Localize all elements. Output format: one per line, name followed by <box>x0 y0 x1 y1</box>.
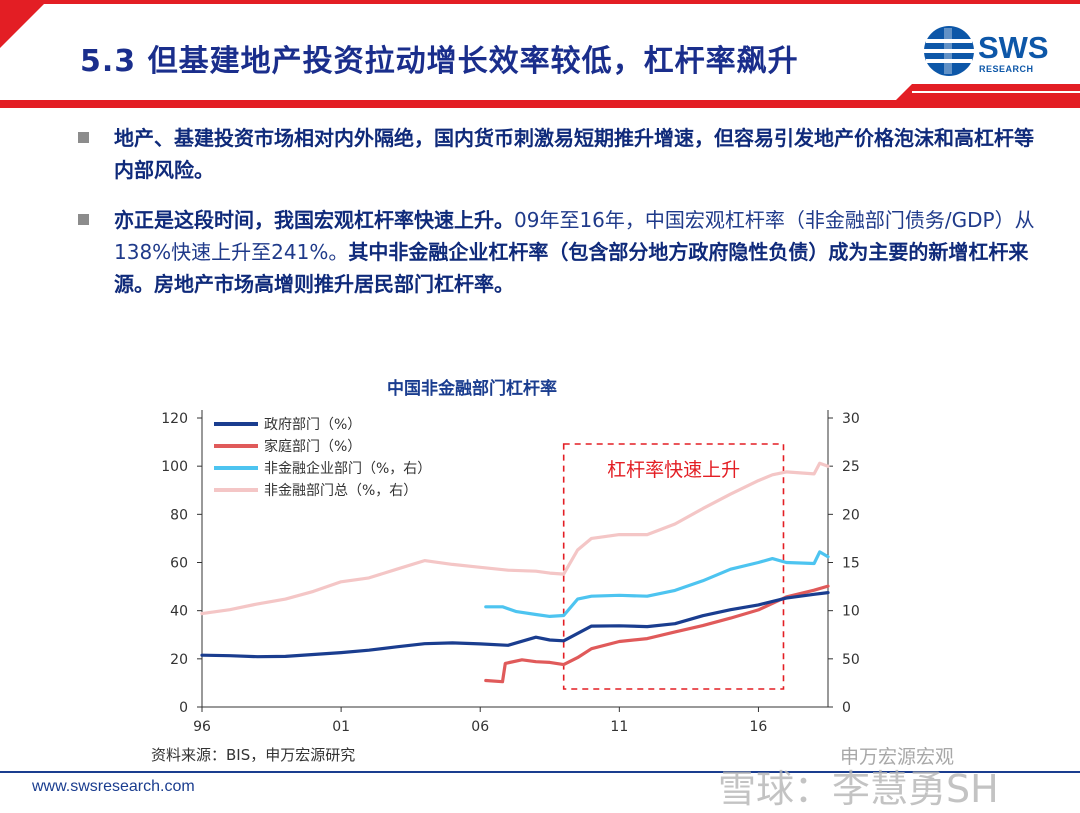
y-right-tick-label: 50 <box>842 652 860 668</box>
bullet-text: 地产、基建投资市场相对内外隔绝，国内货币刺激易短期推升增速，但容易引发地产价格泡… <box>114 126 1034 182</box>
square-bullet-icon <box>78 132 89 143</box>
page-title: 5.3 但基建地产投资拉动增长效率较低，杠杆率飙升 <box>80 44 799 79</box>
highlight-annotation: 杠杆率快速上升 <box>607 459 740 481</box>
y-left-tick-label: 100 <box>161 459 188 475</box>
x-tick-label: 01 <box>332 719 350 735</box>
y-right-tick-label: 300 <box>842 411 860 427</box>
bullet-text-bold: 亦正是这段时间，我国宏观杠杆率快速上升。 <box>114 208 514 232</box>
legend-label: 非金融部门总（%，右） <box>264 483 417 499</box>
footer-url: www.swsresearch.com <box>32 778 195 795</box>
logo-text: SWS <box>978 30 1049 65</box>
bullet-item: 地产、基建投资市场相对内外隔绝，国内货币刺激易短期推升增速，但容易引发地产价格泡… <box>78 122 1038 186</box>
y-left-tick-label: 120 <box>161 411 188 427</box>
wechat-watermark: 申万宏源宏观 <box>840 746 955 768</box>
y-left-tick-label: 20 <box>170 652 188 668</box>
leverage-chart: 中国非金融部门杠杆率 0 20 40 60 80 100 120 0 50 100 150 200 250… <box>161 378 860 735</box>
footer-divider <box>0 771 1080 773</box>
xueqiu-watermark: 雪球：李慧勇SH <box>718 767 999 811</box>
legend-label: 家庭部门（%） <box>264 438 361 455</box>
y-left-tick-label: 0 <box>179 700 188 716</box>
sws-logo: SWS RESEARCH <box>922 24 1062 80</box>
y-left-tick-label: 40 <box>170 604 188 620</box>
legend-label: 非金融企业部门（%，右） <box>264 460 431 477</box>
bullet-list: 地产、基建投资市场相对内外隔绝，国内货币刺激易短期推升增速，但容易引发地产价格泡… <box>78 122 1038 318</box>
bullet-text-bold: 其中非金融企业杠杆率（包含部分地方政府隐性负债）成为主要的新增杠杆来源。房地产市… <box>114 240 1029 296</box>
y-right-tick-label: 0 <box>842 700 851 716</box>
y-left-tick-label: 60 <box>170 556 188 572</box>
source-note: 资料来源：BIS，申万宏源研究 <box>151 746 356 764</box>
y-right-tick-label: 100 <box>842 604 860 620</box>
series-line-0 <box>200 591 830 659</box>
y-right-tick-label: 250 <box>842 459 860 475</box>
bullet-item: 亦正是这段时间，我国宏观杠杆率快速上升。09年至16年，中国宏观杠杆率（非金融部… <box>78 204 1038 300</box>
x-tick-label: 96 <box>193 719 211 735</box>
x-tick-label: 16 <box>750 719 768 735</box>
chart-title: 中国非金融部门杠杆率 <box>387 378 557 399</box>
globe-icon <box>924 26 974 76</box>
x-tick-label: 11 <box>610 719 628 735</box>
series-line-2 <box>484 550 830 618</box>
y-right-tick-label: 150 <box>842 556 860 572</box>
series-line-3 <box>200 461 830 616</box>
legend-label: 政府部门（%） <box>264 417 361 433</box>
logo-subtext: RESEARCH <box>979 64 1034 74</box>
bullet-text-normal: 09年至16年，中国宏观杠杆率（非金融部门债务/GDP）从138%快速上升至24… <box>114 208 1035 264</box>
header-band <box>0 0 1080 108</box>
highlight-box <box>562 443 785 690</box>
y-right-tick-label: 200 <box>842 507 860 523</box>
y-left-tick-label: 80 <box>170 507 188 523</box>
series-line-1 <box>484 584 830 684</box>
square-bullet-icon <box>78 214 89 225</box>
x-tick-label: 06 <box>471 719 489 735</box>
